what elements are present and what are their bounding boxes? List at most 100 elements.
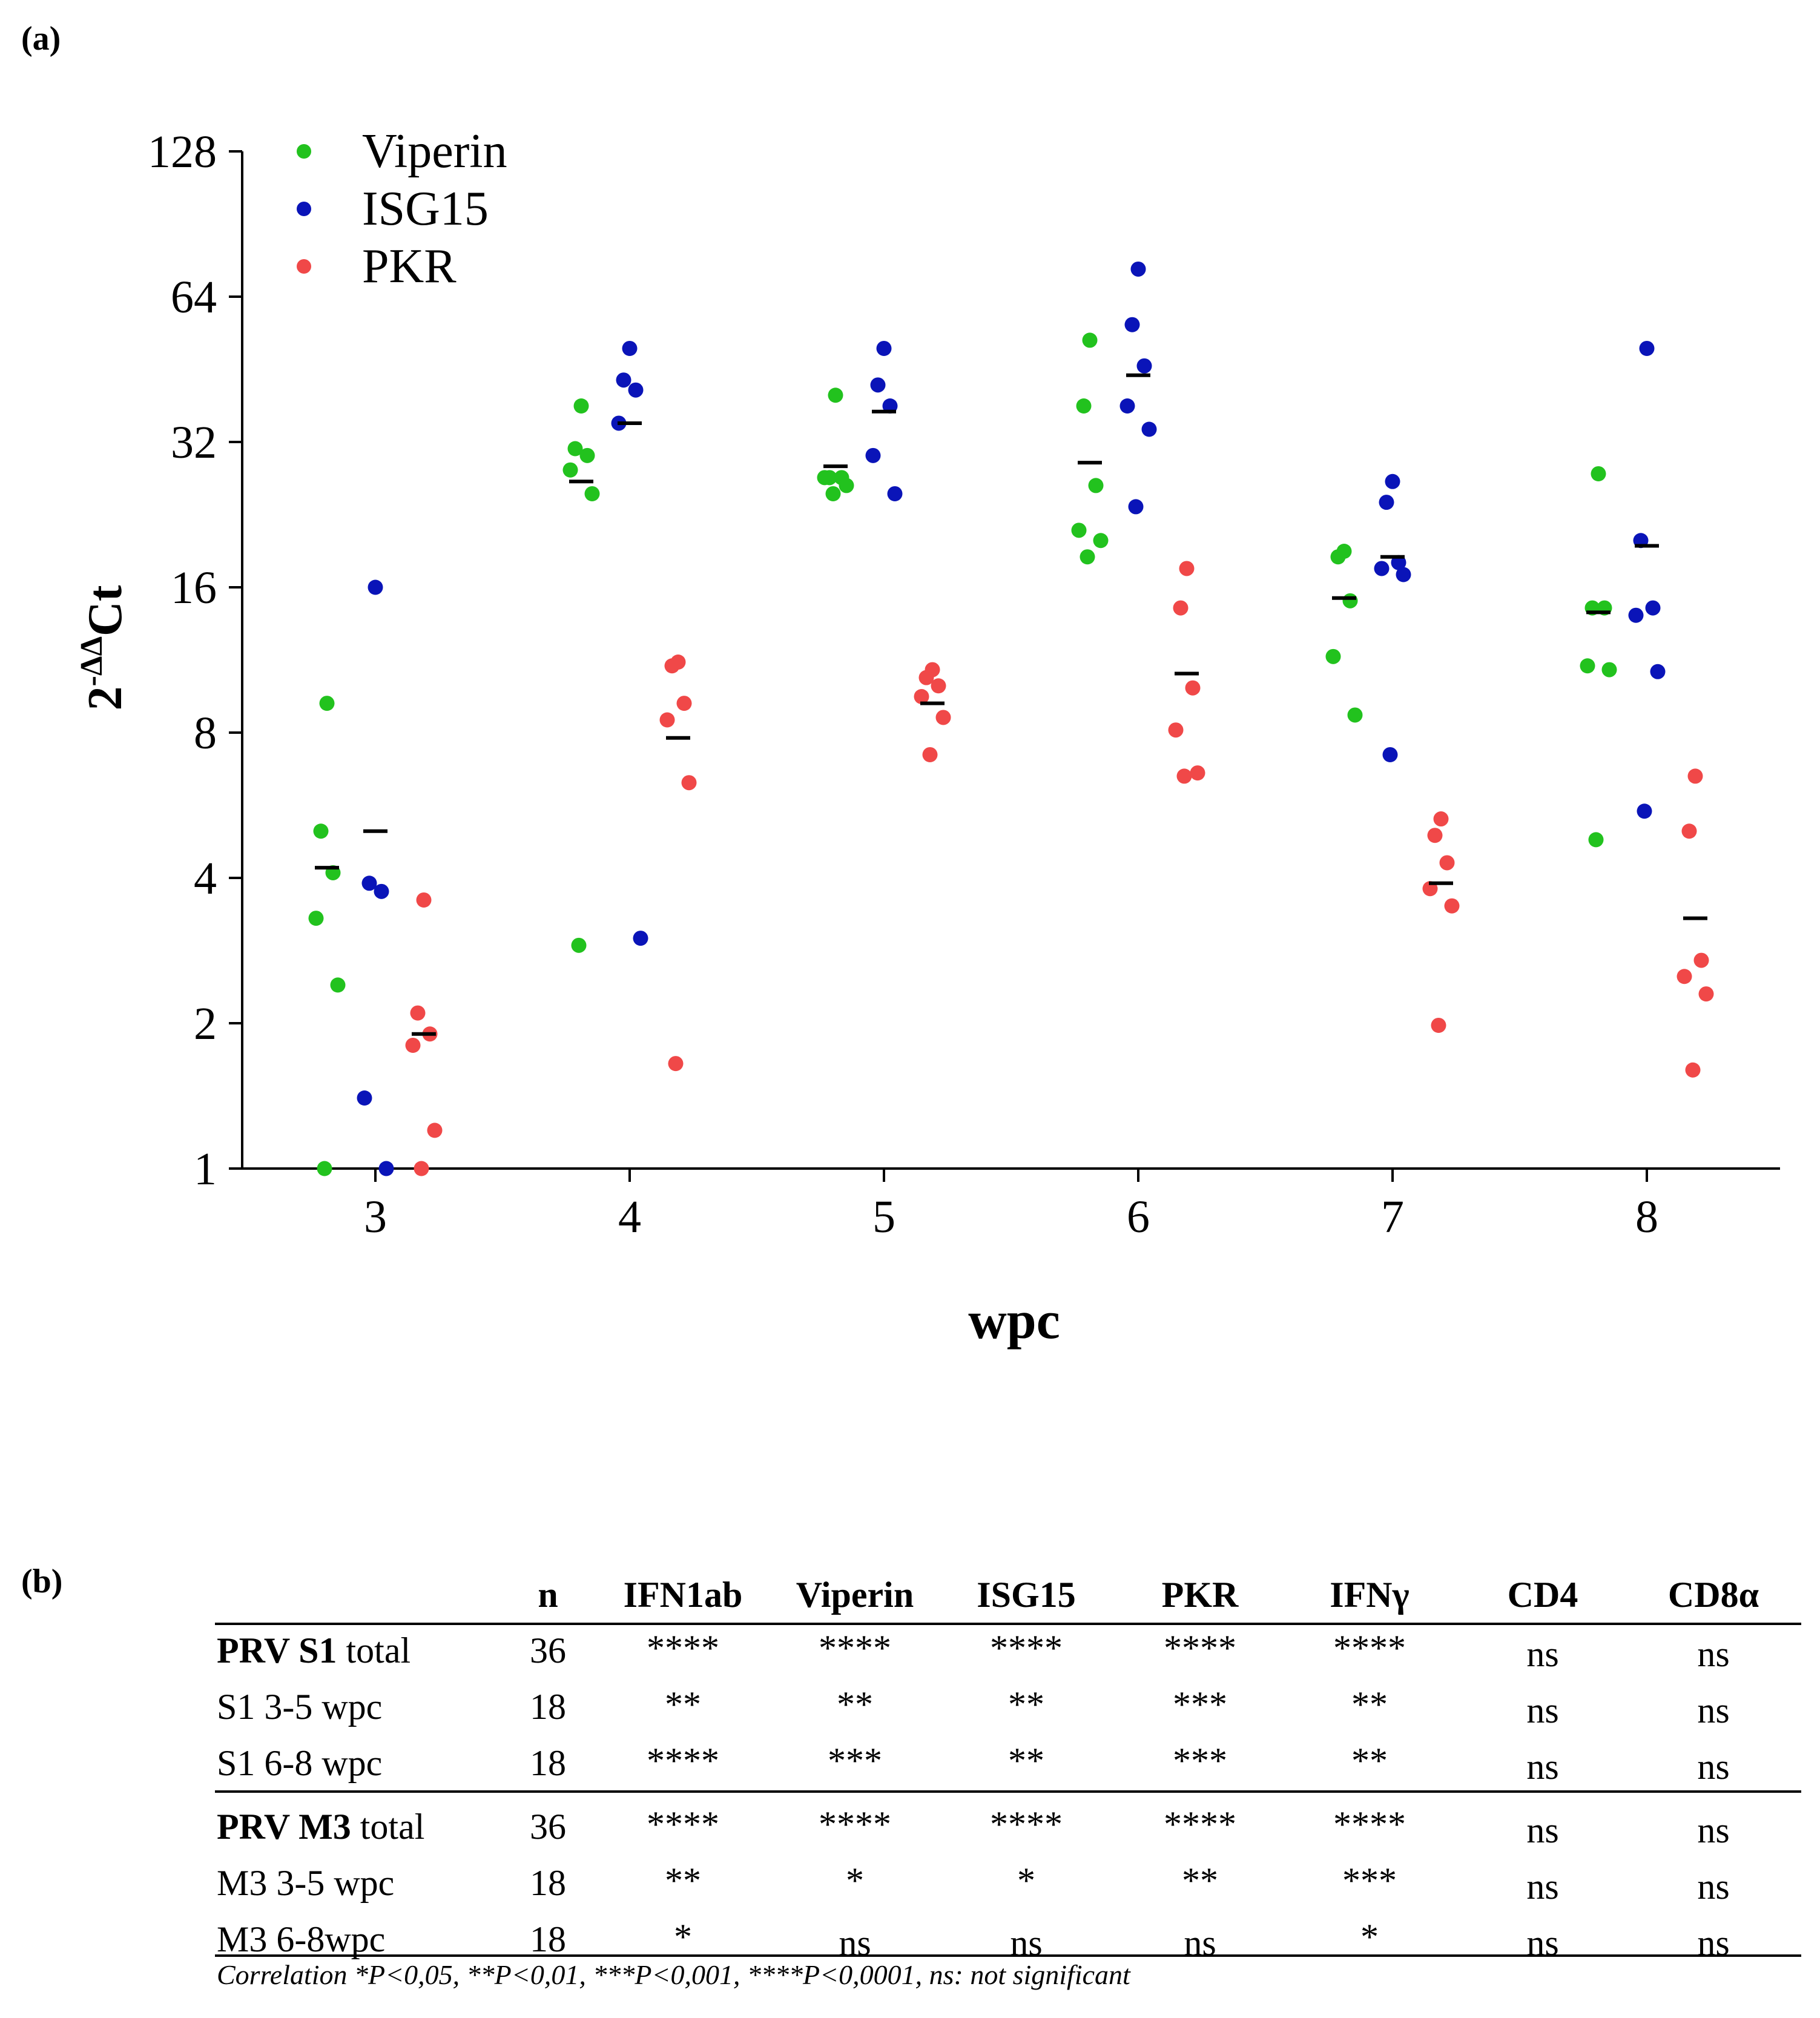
data-point-viperin [579,447,595,463]
table-row-label: M3 3-5 wpc [217,1863,395,1903]
table-cell: ** [1182,1861,1218,1901]
data-point-isg15 [1396,567,1411,582]
table-cell: ns [1526,1923,1559,1963]
data-point-viperin [1580,658,1595,674]
table-cell: ** [1008,1741,1044,1781]
x-tick-label: 6 [1127,1192,1150,1242]
data-point-viperin [313,823,329,839]
data-point-isg15 [616,372,631,388]
x-tick-label: 3 [364,1192,387,1242]
data-point-viperin [584,486,600,501]
data-point-pkr [1681,823,1697,839]
y-tick-label: 8 [194,708,217,759]
table-cell: *** [1173,1741,1227,1781]
data-point-isg15 [361,875,377,891]
table-cell-n: 36 [530,1631,566,1670]
data-point-isg15 [628,382,644,398]
data-point-isg15 [1128,499,1144,515]
table-row-label: S1 3-5 wpc [217,1687,383,1727]
table-cell: ** [1351,1741,1388,1781]
data-point-pkr [1173,600,1189,616]
x-tick-label: 7 [1381,1192,1404,1242]
chart-axes: 1 2 4 8 16 32 64 128 3 4 5 6 7 8 [148,127,1780,1242]
table-cell: **** [819,1628,891,1668]
data-point-viperin [1342,593,1358,608]
data-point-isg15 [1391,555,1406,570]
table-cell: **** [1333,1804,1406,1844]
table-cell: * [846,1861,864,1901]
table-cell: *** [828,1741,882,1781]
table-cell: ns [1010,1923,1043,1963]
data-point-isg15 [1637,803,1652,819]
table-cell: * [1017,1861,1035,1901]
table-cell: **** [1164,1628,1236,1668]
data-point-viperin [1088,478,1104,493]
data-point-pkr [405,1037,421,1053]
legend-marker-pkr [297,259,311,274]
y-tick-label: 128 [148,127,217,177]
data-point-viperin [825,486,841,501]
data-point-pkr [410,1005,426,1021]
data-point-viperin [1325,648,1341,664]
legend-label-viperin: Viperin [362,125,507,178]
table-cell-n: 18 [530,1743,566,1783]
data-point-viperin [562,462,578,478]
x-tick-label: 8 [1635,1192,1658,1242]
table-rule-bottom [215,1954,1801,1957]
table-cell: ns [1526,1810,1559,1850]
table-cell: ns [1526,1867,1559,1907]
table-cell: ns [1697,1634,1730,1674]
data-point-isg15 [633,931,648,946]
table-cell: ns [1697,1810,1730,1850]
data-point-pkr [427,1123,443,1138]
data-point-viperin [573,398,589,414]
x-axis-label: wpc [968,1291,1060,1350]
data-point-isg15 [357,1090,372,1106]
table-row-label: PRV M3 total [217,1807,425,1847]
table-header-4: ISG15 [977,1575,1076,1615]
data-point-isg15 [368,579,383,595]
data-point-viperin [1601,662,1617,678]
data-point-pkr [1427,828,1443,843]
data-point-pkr [935,710,951,725]
data-point-pkr [659,712,675,728]
data-point-pkr [1444,898,1460,914]
table-cell: ns [1526,1634,1559,1674]
data-point-viperin [1071,523,1087,538]
table-cell-n: 18 [530,1919,566,1959]
data-point-pkr [914,688,929,704]
data-point-viperin [1076,398,1092,414]
table-row-label: S1 6-8 wpc [217,1743,383,1783]
table-rule-middle [215,1790,1801,1793]
table-cell: **** [1164,1804,1236,1844]
row-label-bold: PRV S1 [217,1631,337,1670]
data-point-pkr [1698,986,1714,1002]
y-axis-label-base: 2 [79,686,132,710]
y-tick-label: 64 [171,272,217,323]
data-point-viperin [828,387,843,403]
data-point-isg15 [1385,473,1400,489]
data-point-pkr [1185,680,1201,696]
table-cell: ** [837,1684,873,1724]
data-point-pkr [1685,1062,1701,1078]
data-point-isg15 [1379,495,1394,510]
data-point-viperin [1591,466,1606,481]
table-header-5: PKR [1161,1575,1239,1615]
x-tick-label: 4 [618,1192,641,1242]
panel-label-a: (a) [21,20,61,58]
table-cell: **** [990,1804,1063,1844]
table-cell: ns [1697,1690,1730,1730]
data-point-viperin [1080,549,1095,565]
data-point-isg15 [1639,340,1655,356]
table-cell-n: 18 [530,1687,566,1727]
chart-marks [308,261,1714,1176]
legend-marker-isg15 [297,202,311,216]
data-point-viperin [571,937,587,953]
table-cell: *** [1173,1684,1227,1724]
table-header-6: IFNγ [1330,1575,1410,1615]
data-point-isg15 [1124,317,1140,332]
data-point-pkr [931,678,946,694]
table-cell: * [674,1917,692,1957]
data-point-isg15 [1130,261,1146,277]
